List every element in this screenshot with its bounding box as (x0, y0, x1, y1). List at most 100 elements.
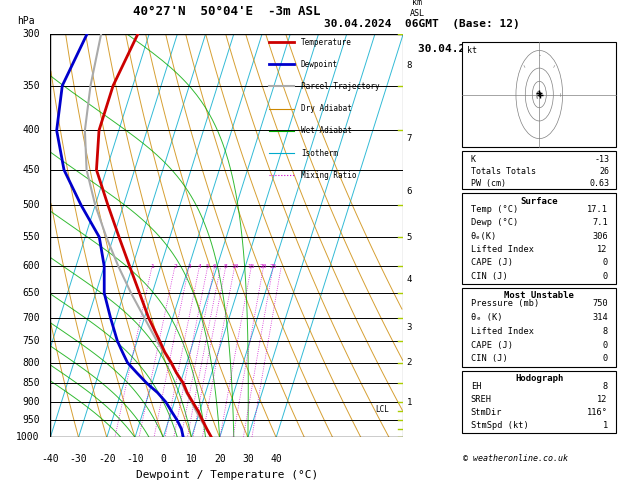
Text: 850: 850 (22, 378, 40, 388)
Text: CIN (J): CIN (J) (471, 354, 508, 364)
Text: 650: 650 (22, 288, 40, 298)
Text: Parcel Trajectory: Parcel Trajectory (301, 82, 379, 91)
Text: 800: 800 (22, 358, 40, 367)
Text: 750: 750 (592, 299, 608, 309)
Text: 550: 550 (22, 232, 40, 242)
Text: Isotherm: Isotherm (301, 149, 338, 157)
Text: 15: 15 (248, 264, 255, 269)
Text: Lifted Index: Lifted Index (471, 245, 534, 254)
Text: 306: 306 (592, 231, 608, 241)
Text: 300: 300 (22, 29, 40, 39)
Text: PW (cm): PW (cm) (471, 179, 506, 188)
Text: 30: 30 (242, 453, 253, 464)
Text: 30.04.2024  06GMT  (Base: 12): 30.04.2024 06GMT (Base: 12) (418, 44, 614, 54)
Text: -10: -10 (126, 453, 144, 464)
Text: CAPE (J): CAPE (J) (471, 259, 513, 267)
Text: 7.1: 7.1 (592, 218, 608, 227)
Text: 8: 8 (224, 264, 228, 269)
Text: 750: 750 (22, 336, 40, 346)
Text: Surface: Surface (520, 196, 558, 206)
Text: -13: -13 (595, 155, 610, 164)
Bar (462, 288, 616, 367)
Text: 600: 600 (22, 261, 40, 271)
Text: 12: 12 (598, 395, 608, 404)
Text: 5: 5 (206, 264, 209, 269)
Text: 6: 6 (407, 187, 412, 196)
Text: 8: 8 (603, 382, 608, 391)
Text: 20: 20 (214, 453, 226, 464)
Text: 700: 700 (22, 313, 40, 323)
Text: CAPE (J): CAPE (J) (471, 341, 513, 349)
Text: EH: EH (471, 382, 481, 391)
Text: 950: 950 (22, 415, 40, 425)
Text: 25: 25 (269, 264, 277, 269)
Text: -20: -20 (98, 453, 116, 464)
Text: 0: 0 (603, 341, 608, 349)
Text: 6: 6 (213, 264, 216, 269)
Text: 30.04.2024  06GMT  (Base: 12): 30.04.2024 06GMT (Base: 12) (323, 19, 520, 30)
Bar (462, 151, 616, 190)
Text: CIN (J): CIN (J) (471, 272, 508, 281)
Text: © weatheronline.co.uk: © weatheronline.co.uk (464, 453, 568, 463)
Text: hPa: hPa (17, 16, 35, 26)
Text: 0: 0 (160, 453, 166, 464)
Text: Wet Adiabat: Wet Adiabat (301, 126, 352, 135)
Text: Mixing Ratio: Mixing Ratio (301, 171, 357, 180)
Text: Lifted Index: Lifted Index (471, 327, 534, 336)
Text: 0: 0 (603, 259, 608, 267)
Text: 500: 500 (22, 200, 40, 210)
Text: Temp (°C): Temp (°C) (471, 205, 518, 214)
Text: 4: 4 (198, 264, 201, 269)
Text: kt: kt (467, 46, 477, 55)
Text: 1: 1 (603, 421, 608, 431)
Text: 900: 900 (22, 397, 40, 407)
Text: Dewpoint: Dewpoint (301, 60, 338, 69)
Text: 1: 1 (407, 398, 412, 407)
Text: 8: 8 (407, 61, 412, 70)
Bar (462, 193, 616, 284)
Text: 20: 20 (260, 264, 267, 269)
Text: 0: 0 (603, 272, 608, 281)
Text: 0.63: 0.63 (590, 179, 610, 188)
Text: 0: 0 (603, 354, 608, 364)
Text: 450: 450 (22, 165, 40, 175)
Text: 17.1: 17.1 (587, 205, 608, 214)
Text: 4: 4 (407, 276, 412, 284)
Text: Pressure (mb): Pressure (mb) (471, 299, 539, 309)
Text: Dry Adiabat: Dry Adiabat (301, 104, 352, 113)
Text: Dewpoint / Temperature (°C): Dewpoint / Temperature (°C) (136, 469, 318, 480)
Text: K: K (471, 155, 476, 164)
Bar (462, 42, 616, 147)
Text: Dewp (°C): Dewp (°C) (471, 218, 518, 227)
Text: 314: 314 (592, 313, 608, 322)
Text: 7: 7 (407, 134, 412, 143)
Text: θₑ(K): θₑ(K) (471, 231, 497, 241)
Text: Hodograph: Hodograph (515, 374, 564, 383)
Text: 10: 10 (186, 453, 198, 464)
Bar (462, 371, 616, 434)
Text: 8: 8 (603, 327, 608, 336)
Text: Most Unstable: Most Unstable (504, 292, 574, 300)
Text: 400: 400 (22, 125, 40, 136)
Text: 5: 5 (407, 233, 412, 242)
Text: 3: 3 (187, 264, 191, 269)
Text: km
ASL: km ASL (410, 0, 425, 18)
Text: Temperature: Temperature (301, 37, 352, 47)
Text: Totals Totals: Totals Totals (471, 167, 536, 176)
Text: 1000: 1000 (16, 433, 40, 442)
Text: 40°27'N  50°04'E  -3m ASL: 40°27'N 50°04'E -3m ASL (133, 5, 321, 18)
Text: 12: 12 (598, 245, 608, 254)
Text: StmSpd (kt): StmSpd (kt) (471, 421, 528, 431)
Text: 116°: 116° (587, 408, 608, 417)
Text: θₑ (K): θₑ (K) (471, 313, 503, 322)
Text: LCL: LCL (375, 405, 389, 414)
Text: 350: 350 (22, 81, 40, 91)
Text: 10: 10 (231, 264, 238, 269)
Text: -40: -40 (42, 453, 59, 464)
Text: -30: -30 (70, 453, 87, 464)
Text: 1: 1 (150, 264, 154, 269)
Text: StmDir: StmDir (471, 408, 503, 417)
Text: 3: 3 (407, 323, 412, 332)
Text: 26: 26 (600, 167, 610, 176)
Text: 2: 2 (407, 358, 412, 367)
